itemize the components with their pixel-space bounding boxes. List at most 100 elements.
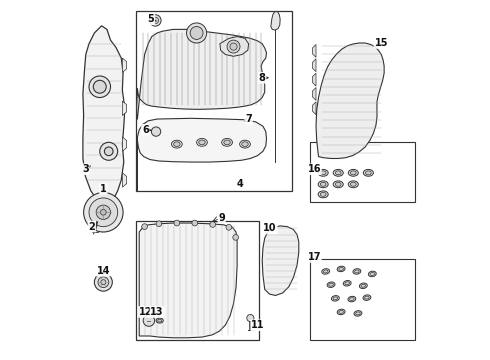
- Ellipse shape: [348, 181, 358, 188]
- Ellipse shape: [240, 140, 250, 148]
- Bar: [310, 259, 416, 339]
- Polygon shape: [83, 26, 125, 205]
- Ellipse shape: [224, 140, 230, 145]
- Circle shape: [156, 221, 162, 226]
- Ellipse shape: [242, 142, 248, 147]
- Circle shape: [190, 27, 203, 40]
- Circle shape: [93, 80, 106, 93]
- Ellipse shape: [196, 138, 207, 146]
- Bar: [136, 12, 292, 191]
- Polygon shape: [220, 37, 248, 56]
- Ellipse shape: [350, 182, 356, 186]
- Text: 8: 8: [259, 73, 266, 83]
- Text: 15: 15: [374, 38, 388, 48]
- Polygon shape: [313, 44, 316, 57]
- Ellipse shape: [331, 296, 339, 301]
- Text: 17: 17: [307, 252, 321, 262]
- Text: 3: 3: [82, 164, 89, 174]
- Ellipse shape: [322, 269, 330, 274]
- Circle shape: [142, 224, 147, 229]
- Ellipse shape: [173, 142, 180, 147]
- Ellipse shape: [365, 296, 369, 299]
- Ellipse shape: [348, 170, 358, 176]
- Text: 4: 4: [236, 179, 243, 189]
- Ellipse shape: [320, 182, 326, 186]
- Ellipse shape: [199, 140, 205, 145]
- Ellipse shape: [221, 138, 232, 146]
- Circle shape: [96, 205, 111, 220]
- Circle shape: [247, 315, 254, 321]
- Circle shape: [192, 220, 197, 226]
- Ellipse shape: [323, 270, 328, 273]
- Ellipse shape: [343, 280, 351, 286]
- Ellipse shape: [355, 270, 359, 273]
- Text: 7: 7: [245, 114, 252, 124]
- Ellipse shape: [366, 171, 371, 175]
- Bar: [136, 221, 259, 339]
- Ellipse shape: [368, 271, 376, 277]
- Polygon shape: [122, 173, 126, 187]
- Ellipse shape: [333, 297, 338, 300]
- Text: 2: 2: [89, 222, 95, 231]
- Ellipse shape: [370, 273, 375, 275]
- Ellipse shape: [364, 170, 373, 176]
- Text: 16: 16: [307, 164, 321, 174]
- Polygon shape: [122, 58, 126, 72]
- Polygon shape: [313, 59, 316, 72]
- Ellipse shape: [337, 309, 345, 315]
- Ellipse shape: [329, 283, 333, 286]
- Ellipse shape: [345, 282, 349, 285]
- Polygon shape: [313, 102, 316, 115]
- Ellipse shape: [156, 318, 163, 323]
- Ellipse shape: [172, 140, 182, 148]
- Circle shape: [210, 222, 216, 227]
- Ellipse shape: [335, 182, 341, 186]
- Polygon shape: [122, 137, 126, 151]
- Polygon shape: [262, 226, 299, 296]
- Ellipse shape: [363, 295, 371, 300]
- Circle shape: [100, 210, 106, 215]
- Text: 14: 14: [97, 266, 110, 276]
- Ellipse shape: [318, 191, 328, 198]
- Text: 5: 5: [147, 14, 154, 24]
- Ellipse shape: [348, 296, 356, 302]
- Bar: [310, 142, 416, 202]
- Ellipse shape: [353, 269, 361, 274]
- Circle shape: [104, 147, 113, 156]
- Text: 1: 1: [100, 184, 107, 194]
- Text: 10: 10: [263, 224, 277, 233]
- Ellipse shape: [320, 171, 326, 175]
- Circle shape: [187, 23, 207, 43]
- Ellipse shape: [335, 171, 341, 175]
- Polygon shape: [137, 30, 267, 119]
- Ellipse shape: [350, 171, 356, 175]
- Ellipse shape: [356, 312, 360, 315]
- Ellipse shape: [333, 181, 343, 188]
- Ellipse shape: [354, 311, 362, 316]
- Text: 9: 9: [219, 213, 225, 222]
- Ellipse shape: [361, 284, 366, 287]
- Ellipse shape: [339, 267, 343, 270]
- Ellipse shape: [318, 170, 328, 176]
- Polygon shape: [137, 118, 267, 191]
- Circle shape: [95, 273, 112, 291]
- Circle shape: [100, 142, 118, 160]
- Ellipse shape: [158, 319, 162, 322]
- Ellipse shape: [327, 282, 335, 287]
- Ellipse shape: [339, 310, 343, 314]
- Circle shape: [152, 17, 159, 24]
- Circle shape: [227, 40, 240, 53]
- Polygon shape: [313, 87, 316, 100]
- Circle shape: [89, 198, 118, 226]
- Text: 13: 13: [150, 307, 164, 317]
- Circle shape: [233, 234, 239, 240]
- Polygon shape: [316, 43, 384, 158]
- Circle shape: [89, 76, 111, 98]
- Polygon shape: [313, 73, 316, 86]
- Polygon shape: [139, 223, 237, 338]
- Ellipse shape: [360, 283, 367, 288]
- Text: 11: 11: [251, 320, 265, 330]
- Ellipse shape: [320, 192, 326, 196]
- Ellipse shape: [337, 266, 345, 272]
- Circle shape: [84, 193, 123, 232]
